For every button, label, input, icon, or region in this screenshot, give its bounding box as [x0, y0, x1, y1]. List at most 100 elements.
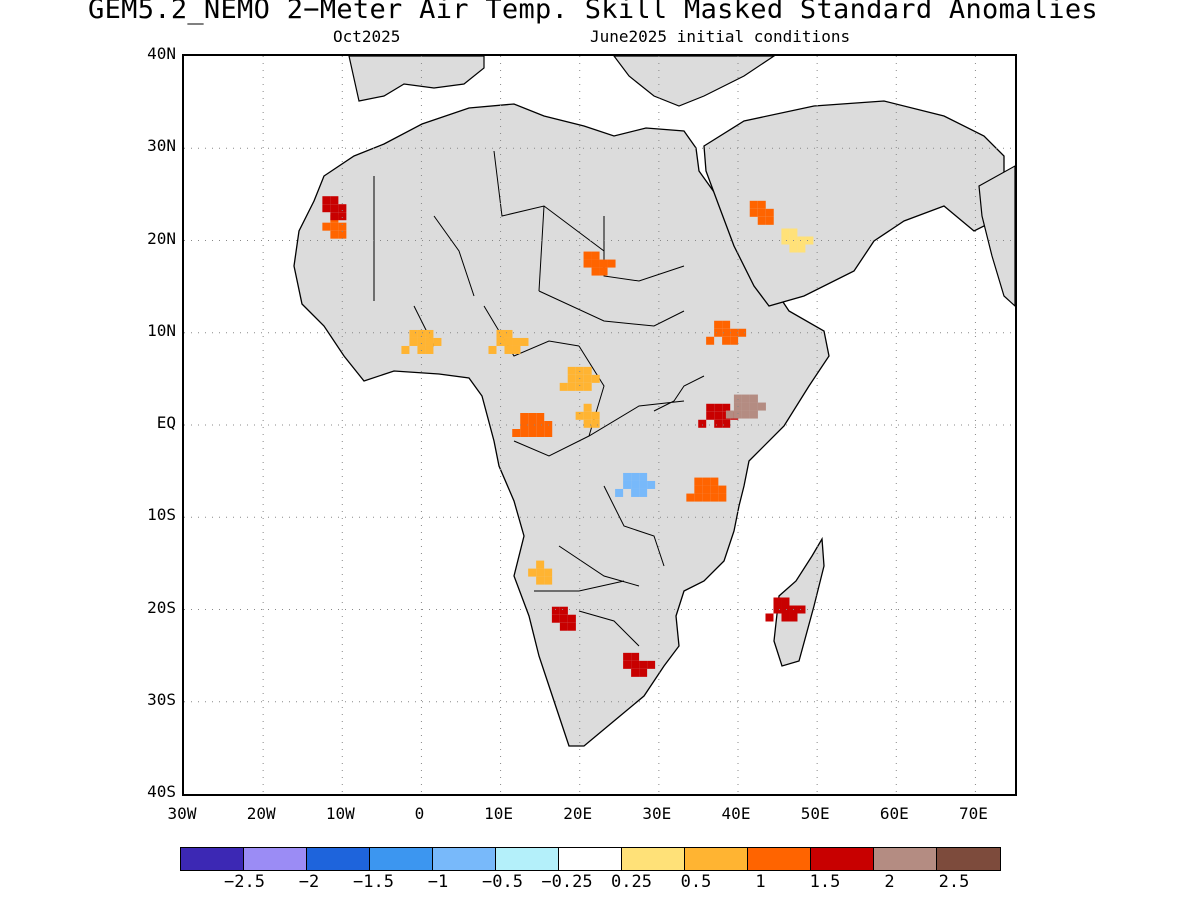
colorbar-swatch	[307, 848, 370, 870]
anomaly-cell	[575, 366, 584, 375]
anomaly-cell	[789, 613, 798, 622]
anomaly-cell	[496, 337, 505, 346]
colorbar-tick-label: −0.5	[482, 872, 523, 892]
anomaly-cell	[551, 606, 560, 615]
colorbar-swatch	[244, 848, 307, 870]
latitude-tick-label: 40N	[147, 44, 176, 63]
colorbar-swatch	[433, 848, 496, 870]
anomaly-cell	[757, 402, 766, 411]
colorbar-tick-label: −2.5	[224, 872, 265, 892]
map-canvas	[184, 56, 1015, 794]
anomaly-cell	[781, 613, 790, 622]
anomaly-cell	[520, 429, 529, 437]
anomaly-cell	[322, 196, 331, 205]
anomaly-cell	[425, 345, 434, 354]
anomaly-cell	[631, 652, 640, 661]
anomaly-region	[528, 560, 553, 585]
anomaly-region	[401, 329, 442, 354]
anomaly-cell	[417, 345, 426, 354]
anomaly-cell	[425, 329, 434, 338]
anomaly-cell	[551, 614, 560, 623]
anomaly-cell	[797, 605, 806, 614]
colorbar-swatch	[496, 848, 559, 870]
anomaly-cell	[583, 419, 592, 428]
anomaly-cell	[714, 320, 723, 329]
anomaly-cell	[647, 480, 656, 489]
anomaly-cell	[567, 614, 576, 623]
anomaly-cell	[409, 337, 418, 346]
latitude-tick-label: 10S	[147, 505, 176, 525]
anomaly-cell	[773, 605, 782, 614]
colorbar-swatch	[937, 848, 1000, 870]
anomaly-cell	[686, 493, 695, 502]
anomaly-cell	[330, 222, 339, 231]
anomaly-cell	[322, 204, 331, 213]
madagascar	[773, 536, 825, 667]
colorbar-swatch	[622, 848, 685, 870]
longitude-tick-label: 10E	[484, 804, 514, 823]
colorbar-swatch	[370, 848, 433, 870]
anomaly-region	[615, 472, 656, 497]
anomaly-cell	[559, 606, 568, 615]
anomaly-cell	[797, 236, 806, 245]
anomaly-cell	[433, 337, 442, 346]
anomaly-cell	[749, 208, 758, 217]
anomaly-cell	[631, 488, 640, 497]
anomaly-cell	[417, 329, 426, 338]
anomaly-cell	[781, 228, 790, 237]
anomaly-cell	[773, 597, 782, 606]
anomaly-cell	[623, 472, 632, 481]
anomaly-cell	[528, 421, 537, 429]
anomaly-cell	[528, 413, 537, 421]
anomaly-cell	[639, 480, 648, 489]
anomaly-cell	[749, 200, 758, 209]
anomaly-cell	[338, 204, 347, 213]
anomaly-cell	[599, 259, 608, 268]
chart-title: GEM5.2_NEMO 2−Meter Air Temp. Skill Mask…	[88, 0, 1098, 25]
anomaly-cell	[330, 204, 339, 213]
anomaly-cell	[706, 403, 715, 412]
longitude-tick-label: 10W	[325, 804, 355, 823]
anomaly-cell	[757, 200, 766, 209]
anomaly-cell	[520, 421, 529, 429]
africa-landmass	[293, 103, 830, 747]
land-layer	[293, 56, 1015, 747]
latitude-tick-label: 20S	[147, 597, 176, 617]
anomaly-cell	[722, 419, 731, 428]
longitude-tick-label: 60E	[879, 804, 909, 823]
anomaly-cell	[789, 228, 798, 237]
anomaly-cell	[702, 477, 711, 486]
anomaly-region	[749, 200, 774, 225]
anomaly-region	[706, 320, 747, 345]
anomaly-cell	[722, 336, 731, 345]
anomaly-cell	[714, 328, 723, 337]
longitude-tick-label: 40E	[721, 804, 751, 823]
latitude-tick-label: 20N	[147, 228, 176, 248]
anomaly-cell	[694, 477, 703, 486]
anomaly-cell	[639, 488, 648, 497]
colorbar-tick-label: 2	[884, 872, 895, 892]
anomaly-cell	[765, 208, 774, 217]
anomaly-cell	[520, 337, 529, 346]
anomaly-cell	[797, 244, 806, 253]
forecast-month: Oct2025	[333, 27, 401, 46]
anomaly-cell	[730, 336, 739, 345]
anomaly-cell	[741, 394, 750, 403]
longitude-tick-label: 70E	[958, 804, 988, 823]
anomaly-cell	[559, 614, 568, 623]
anomaly-cell	[536, 568, 545, 577]
anomaly-cell	[536, 413, 545, 421]
anomaly-cell	[567, 622, 576, 631]
colorbar-swatch	[874, 848, 937, 870]
anomaly-cell	[631, 480, 640, 489]
anomaly-cell	[698, 419, 707, 428]
anomaly-cell	[741, 402, 750, 411]
anomaly-cell	[722, 403, 731, 412]
longitude-tick-label: 50E	[800, 804, 830, 823]
colorbar-swatch	[748, 848, 811, 870]
anomaly-cell	[623, 660, 632, 669]
anomaly-cell	[591, 259, 600, 268]
anomaly-cell	[623, 480, 632, 489]
anomaly-cell	[789, 244, 798, 253]
anomaly-cell	[512, 345, 521, 354]
